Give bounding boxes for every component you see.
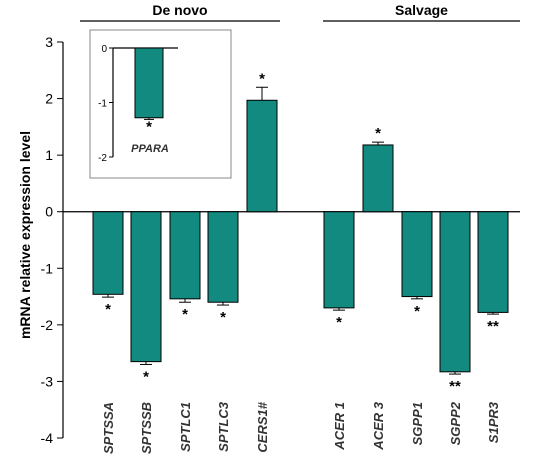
category-label: SPTLC3 [216,401,231,452]
y-tick-label: -1 [41,260,54,276]
significance-marker: * [105,301,111,318]
significance-marker: * [143,368,149,385]
y-tick-label: 0 [45,204,53,220]
inset-category-label: PPARA [131,143,169,155]
inset-bar [134,47,164,119]
inset-y-tick-label: -2 [98,153,107,164]
category-label: CERS1# [255,401,270,452]
category-label: SPTSSB [139,402,154,454]
y-tick-label: -2 [41,317,54,333]
significance-marker: * [220,309,226,326]
category-label: ACER 3 [371,401,386,450]
y-tick-label: -3 [41,373,54,389]
bar [246,99,278,213]
bars: * SPTSSA * SPTSSB * SPTLC1 * SPTLC3 * CERS1# * ACER… [92,70,509,454]
bar [477,211,509,313]
y-tick-label: -4 [41,430,54,446]
inset-y-tick-label: 0 [101,44,107,55]
y-tick-label: 3 [45,34,53,50]
inset-y-tick-label: -1 [98,99,107,110]
y-tick-label: 1 [45,147,53,163]
bar [362,144,394,213]
significance-marker: * [259,70,265,87]
category-label: S1PR3 [486,401,501,443]
bar [439,211,471,373]
bar [130,211,162,363]
bar [92,211,124,295]
bar [401,211,433,298]
category-label: SGPP2 [448,401,463,445]
significance-marker: * [375,125,381,142]
y-tick-label: 2 [45,91,53,107]
bar [169,211,201,300]
bar [207,211,239,303]
significance-marker: * [182,306,188,323]
group-label: De novo [152,2,207,18]
significance-marker: ** [487,318,499,335]
group-label: Salvage [395,2,448,18]
inset-significance-marker: * [146,118,152,135]
category-label: ACER 1 [332,402,347,451]
category-label: SPTLC1 [178,402,193,452]
significance-marker: ** [449,378,461,395]
category-label: SPTSSA [101,402,116,454]
group-headers: De novo Salvage [80,2,520,22]
y-axis-label: mRNA relative expression level [17,131,33,339]
category-label: SGPP1 [410,402,425,445]
significance-marker: * [336,314,342,331]
bar [323,211,355,309]
inset-chart: 0 -1 -2 * PPARA [89,29,232,179]
significance-marker: * [414,303,420,320]
